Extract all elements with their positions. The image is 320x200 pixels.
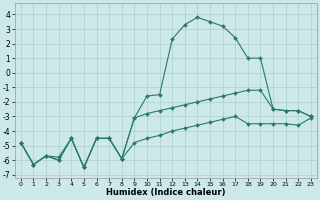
X-axis label: Humidex (Indice chaleur): Humidex (Indice chaleur)	[106, 188, 226, 197]
